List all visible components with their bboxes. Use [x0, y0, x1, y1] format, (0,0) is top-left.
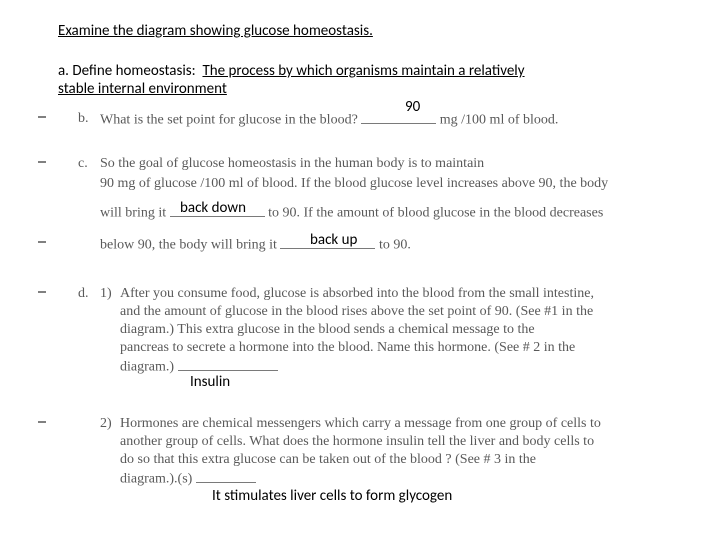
tick-mark: [38, 241, 46, 243]
qc-label: c.: [78, 155, 88, 173]
qd2-num: 2): [100, 415, 112, 433]
qd1-num: 1): [100, 285, 112, 303]
qd1-answer: Insulin: [190, 373, 230, 391]
qb-line: What is the set point for glucose in the…: [100, 110, 558, 129]
qc-line4: below 90, the body will bring it to 90.: [100, 235, 411, 254]
tick-mark: [38, 161, 46, 163]
qd2-blank: [196, 469, 256, 483]
qd2-line1: Hormones are chemical messengers which c…: [120, 415, 700, 433]
qd-label: d.: [78, 285, 89, 303]
tick-mark: [38, 116, 46, 118]
qd1-line1: After you consume food, glucose is absor…: [120, 285, 700, 303]
qc-line3: will bring it to 90. If the amount of bl…: [100, 203, 603, 222]
qa-label: a. Define homeostasis:: [58, 62, 196, 80]
qa-answer2: stable internal environment: [58, 80, 227, 98]
qc-line1: So the goal of glucose homeostasis in th…: [100, 155, 700, 173]
qc-answer2: back up: [310, 231, 357, 249]
qd1-line2: and the amount of glucose in the blood r…: [120, 303, 700, 321]
qc-line3-before: will bring it: [100, 206, 166, 221]
qb-blank: [361, 110, 436, 124]
qc-line3-after: to 90. If the amount of blood glucose in…: [268, 206, 603, 221]
worksheet-page: Examine the diagram showing glucose home…: [0, 0, 720, 540]
qd2-answer: It stimulates liver cells to form glycog…: [212, 487, 452, 505]
qb-label: b.: [78, 110, 89, 128]
qd1-blank: [178, 357, 278, 371]
qd2-line4: diagram.).(s): [120, 469, 256, 488]
qd1-line5-before: diagram.): [120, 360, 174, 375]
qa-line1: a. Define homeostasis: The process by wh…: [58, 62, 525, 80]
qc-line4-after: to 90.: [379, 238, 411, 253]
qd1-line4: pancreas to secrete a hormone into the b…: [120, 339, 700, 357]
qc-line4-before: below 90, the body will bring it: [100, 238, 277, 253]
qb-answer: 90: [405, 98, 420, 116]
qd2-line4-before: diagram.).(s): [120, 472, 192, 487]
qc-answer1: back down: [180, 199, 246, 217]
qa-answer1: The process by which organisms maintain …: [202, 62, 524, 80]
tick-mark: [38, 291, 46, 293]
qb-text-after: mg /100 ml of blood.: [440, 113, 559, 128]
qb-text-before: What is the set point for glucose in the…: [100, 113, 358, 128]
qd1-line3: diagram.) This extra glucose in the bloo…: [120, 321, 700, 339]
qd2-line2: another group of cells. What does the ho…: [120, 433, 700, 451]
title: Examine the diagram showing glucose home…: [58, 22, 373, 40]
qd2-line3: do so that this extra glucose can be tak…: [120, 451, 700, 469]
tick-mark: [38, 421, 46, 423]
qc-line2: 90 mg of glucose /100 ml of blood. If th…: [100, 175, 700, 193]
